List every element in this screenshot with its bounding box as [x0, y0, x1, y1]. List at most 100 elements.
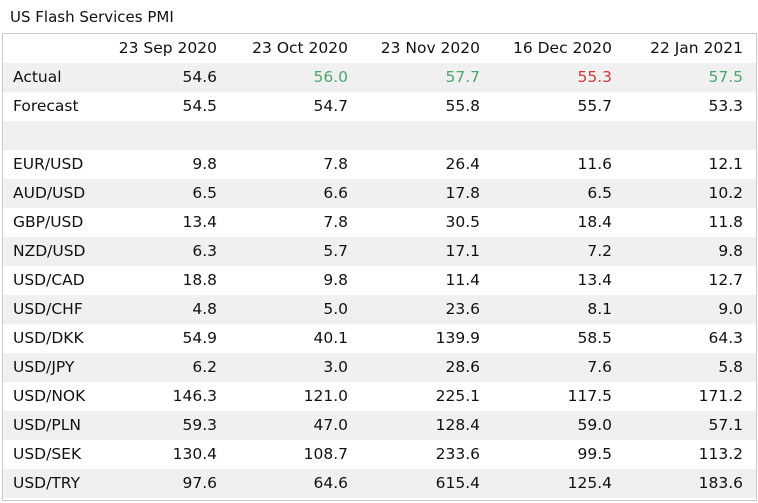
value-cell: 233.6 [435, 445, 480, 463]
table-row: USD/PLN 59.3 47.0 128.4 59.0 57.1 [3, 411, 756, 440]
value-cell: 171.2 [698, 387, 743, 405]
table-title: US Flash Services PMI [10, 8, 174, 26]
row-label: EUR/USD [13, 155, 84, 173]
row-label: USD/DKK [13, 329, 84, 347]
row-label: AUD/USD [13, 184, 86, 202]
row-label: GBP/USD [13, 213, 84, 231]
value-cell: 53.3 [708, 97, 743, 115]
table-row-spacer [3, 121, 756, 150]
column-header: 23 Sep 2020 [118, 39, 217, 57]
value-cell: 6.3 [192, 242, 217, 260]
value-cell: 6.2 [192, 358, 217, 376]
value-cell: 7.8 [323, 213, 348, 231]
value-cell: 64.6 [313, 474, 348, 492]
value-cell: 11.6 [577, 155, 612, 173]
value-cell: 225.1 [435, 387, 480, 405]
row-label: USD/NOK [13, 387, 86, 405]
table-row-actual: Actual 54.6 56.0 57.7 55.3 57.5 [3, 63, 756, 92]
value-cell: 57.1 [708, 416, 743, 434]
value-cell: 139.9 [435, 329, 480, 347]
column-header: 23 Oct 2020 [252, 39, 348, 57]
column-header: 23 Nov 2020 [380, 39, 480, 57]
value-cell: 117.5 [567, 387, 612, 405]
value-cell: 130.4 [172, 445, 217, 463]
value-cell: 128.4 [435, 416, 480, 434]
value-cell: 7.8 [323, 155, 348, 173]
value-cell: 28.6 [445, 358, 480, 376]
value-cell: 7.6 [587, 358, 612, 376]
table-row: USD/CAD 18.8 9.8 11.4 13.4 12.7 [3, 266, 756, 295]
table-row: USD/NOK 146.3 121.0 225.1 117.5 171.2 [3, 382, 756, 411]
value-cell: 55.8 [445, 97, 480, 115]
value-cell: 54.7 [313, 97, 348, 115]
value-cell: 9.8 [718, 242, 743, 260]
value-cell: 58.5 [577, 329, 612, 347]
value-cell: 5.8 [718, 358, 743, 376]
table-row: GBP/USD 13.4 7.8 30.5 18.4 11.8 [3, 208, 756, 237]
value-cell: 10.2 [708, 184, 743, 202]
value-cell: 47.0 [313, 416, 348, 434]
row-label: USD/CAD [13, 271, 85, 289]
value-cell: 97.6 [182, 474, 217, 492]
value-cell: 40.1 [313, 329, 348, 347]
value-cell: 99.5 [577, 445, 612, 463]
value-cell-above-forecast: 57.7 [445, 68, 480, 86]
column-header: 16 Dec 2020 [512, 39, 612, 57]
value-cell: 6.6 [323, 184, 348, 202]
value-cell: 5.7 [323, 242, 348, 260]
value-cell: 9.8 [192, 155, 217, 173]
table-row: USD/SEK 130.4 108.7 233.6 99.5 113.2 [3, 440, 756, 469]
value-cell: 5.0 [323, 300, 348, 318]
value-cell: 17.8 [445, 184, 480, 202]
table-row: USD/DKK 54.9 40.1 139.9 58.5 64.3 [3, 324, 756, 353]
value-cell: 18.8 [182, 271, 217, 289]
row-label: USD/CHF [13, 300, 83, 318]
column-header: 22 Jan 2021 [650, 39, 743, 57]
table-row: AUD/USD 6.5 6.6 17.8 6.5 10.2 [3, 179, 756, 208]
value-cell: 125.4 [567, 474, 612, 492]
value-cell-above-forecast: 57.5 [708, 68, 743, 86]
table-row: EUR/USD 9.8 7.8 26.4 11.6 12.1 [3, 150, 756, 179]
value-cell: 8.1 [587, 300, 612, 318]
value-cell: 9.8 [323, 271, 348, 289]
row-label: USD/JPY [13, 358, 75, 376]
value-cell: 23.6 [445, 300, 480, 318]
row-label: USD/TRY [13, 474, 81, 492]
value-cell: 6.5 [192, 184, 217, 202]
value-cell: 64.3 [708, 329, 743, 347]
value-cell: 4.8 [192, 300, 217, 318]
value-cell: 13.4 [182, 213, 217, 231]
value-cell: 113.2 [698, 445, 743, 463]
value-cell: 18.4 [577, 213, 612, 231]
table-row: USD/TRY 97.6 64.6 615.4 125.4 183.6 [3, 469, 756, 498]
value-cell: 108.7 [303, 445, 348, 463]
table-row: USD/CHF 4.8 5.0 23.6 8.1 9.0 [3, 295, 756, 324]
value-cell: 13.4 [577, 271, 612, 289]
value-cell: 12.1 [708, 155, 743, 173]
value-cell: 3.0 [323, 358, 348, 376]
value-cell: 183.6 [698, 474, 743, 492]
value-cell: 55.7 [577, 97, 612, 115]
value-cell: 26.4 [445, 155, 480, 173]
value-cell: 59.0 [577, 416, 612, 434]
value-cell: 54.9 [182, 329, 217, 347]
value-cell: 54.6 [182, 68, 217, 86]
row-label: Forecast [13, 97, 79, 115]
value-cell: 17.1 [445, 242, 480, 260]
table-row: NZD/USD 6.3 5.7 17.1 7.2 9.8 [3, 237, 756, 266]
row-label: NZD/USD [13, 242, 86, 260]
row-label: USD/PLN [13, 416, 81, 434]
value-cell: 12.7 [708, 271, 743, 289]
value-cell: 121.0 [303, 387, 348, 405]
value-cell-above-forecast: 56.0 [313, 68, 348, 86]
value-cell: 54.5 [182, 97, 217, 115]
value-cell: 146.3 [172, 387, 217, 405]
value-cell-below-forecast: 55.3 [577, 68, 612, 86]
value-cell: 9.0 [718, 300, 743, 318]
table-row: USD/JPY 6.2 3.0 28.6 7.6 5.8 [3, 353, 756, 382]
row-label: Actual [13, 68, 62, 86]
value-cell: 11.4 [445, 271, 480, 289]
value-cell: 11.8 [708, 213, 743, 231]
header-row: 23 Sep 2020 23 Oct 2020 23 Nov 2020 16 D… [3, 34, 756, 63]
table-row-forecast: Forecast 54.5 54.7 55.8 55.7 53.3 [3, 92, 756, 121]
